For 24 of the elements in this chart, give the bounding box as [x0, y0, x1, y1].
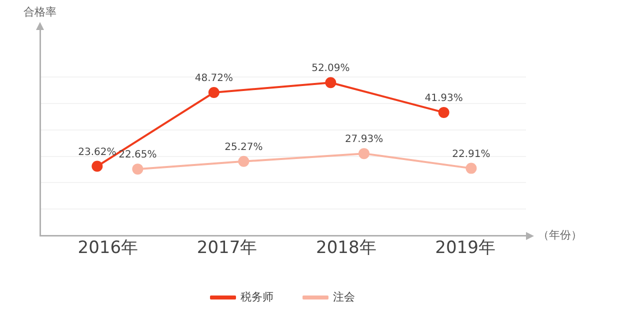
x-axis-title: （年份） — [538, 228, 582, 242]
y-axis-title: 合格率 — [24, 5, 56, 18]
x-tick-label: 2018年 — [316, 238, 376, 258]
data-label: 41.93% — [424, 93, 463, 104]
point — [92, 160, 103, 172]
x-tick-label: 2017年 — [196, 238, 258, 258]
point — [325, 77, 336, 88]
data-label: 27.93% — [344, 134, 384, 146]
point — [466, 162, 477, 174]
x-tick-label: 2019年 — [435, 238, 496, 258]
point — [238, 156, 250, 167]
data-label: 25.27% — [224, 142, 263, 153]
point — [132, 164, 144, 175]
data-label: 52.09% — [312, 63, 350, 74]
point — [438, 106, 450, 118]
x-tick-label: 2016年 — [78, 238, 138, 258]
data-label: 48.72% — [194, 73, 233, 84]
data-label: 22.91% — [452, 148, 490, 160]
legend-label: 税务师 — [240, 290, 274, 304]
legend-label: 注会 — [333, 290, 355, 304]
point — [208, 87, 220, 98]
point — [358, 148, 370, 160]
data-label: 23.62% — [78, 146, 116, 158]
data-label: 22.65% — [118, 150, 157, 161]
